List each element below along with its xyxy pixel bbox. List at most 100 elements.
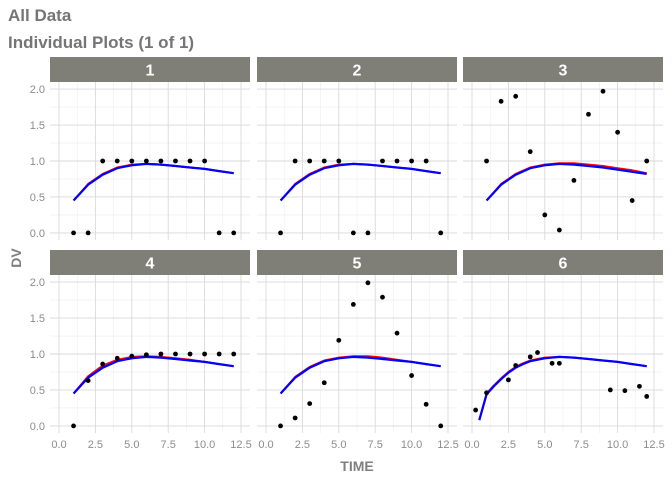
data-point [484,158,489,164]
data-point [114,355,120,361]
x-tick-label: 2.5 [501,439,516,451]
data-point [114,158,120,164]
x-tick-label: 12.5 [437,439,458,451]
data-point [527,149,533,155]
data-point [100,158,106,164]
y-tick-label: 1.0 [30,349,45,361]
data-point [506,377,511,383]
data-point [187,351,193,357]
x-tick-label: 0.0 [464,439,479,451]
x-tick-label: 7.5 [368,439,383,451]
ipred-line [72,355,234,395]
x-tick-label: 10.0 [401,439,422,451]
facet-strip [257,57,457,82]
data-point [143,158,149,164]
facet-strip [463,250,663,275]
data-point [307,158,313,164]
x-tick-label: 12.5 [643,439,664,451]
data-point [615,129,620,135]
data-point [423,401,429,407]
data-point [278,230,283,236]
data-point [202,351,208,357]
data-point [365,230,371,236]
data-point [71,423,76,429]
data-point [231,351,237,357]
data-point [321,158,327,164]
y-tick-label: 1.5 [30,120,45,132]
x-tick-label: 12.5 [230,439,251,451]
y-tick-label: 0.5 [30,192,45,204]
data-point [542,212,548,218]
facet-label: 2 [353,63,362,80]
x-tick-label: 7.5 [574,439,589,451]
x-tick-label: 5.0 [124,439,139,451]
facet-strip [50,57,250,82]
ipred-line [279,355,441,395]
data-point [336,158,342,164]
data-point [622,388,628,394]
data-point [423,158,429,164]
data-point [527,354,533,360]
x-tick-label: 2.5 [88,439,103,451]
x-tick-label: 0.0 [258,439,273,451]
data-point [129,353,135,359]
data-point [350,301,356,307]
page-subtitle: Individual Plots (1 of 1) [8,33,195,52]
data-point [513,93,519,99]
facet-label: 1 [146,63,155,80]
data-point [484,390,489,396]
facet-label: 5 [353,256,362,273]
data-point [216,351,222,357]
data-point [292,158,298,164]
x-axis-title: TIME [340,458,373,474]
facet-strip [463,57,663,82]
y-tick-label: 1.0 [30,156,45,168]
data-point [629,198,635,203]
data-point [278,423,283,429]
y-tick-label: 2.0 [30,84,45,96]
ipred-line [478,355,647,421]
x-tick-label: 2.5 [295,439,310,451]
x-tick-label: 5.0 [331,439,346,451]
ipred-line [485,162,647,202]
data-point [438,230,444,236]
data-point [394,330,400,336]
data-point [100,361,106,367]
facet-label: 4 [146,256,155,273]
facet-label: 3 [559,63,568,80]
data-point [586,111,591,117]
ipred-line [72,162,234,202]
data-point [202,158,208,164]
data-point [600,88,606,94]
data-point [85,378,91,383]
data-point [473,407,479,413]
data-point [350,230,356,236]
data-point [535,350,540,355]
data-point [513,363,519,368]
y-tick-label: 0.0 [30,228,45,240]
data-point [187,158,193,164]
data-point [380,294,385,300]
x-tick-label: 10.0 [194,439,215,451]
data-point [129,158,135,164]
x-tick-label: 0.0 [51,439,66,451]
facet-label: 6 [559,256,568,273]
data-point [307,401,313,407]
facet-strip [50,250,250,275]
y-tick-label: 0.5 [30,385,45,397]
x-tick-label: 7.5 [161,439,176,451]
data-point [292,415,298,421]
data-point [607,387,613,393]
facet-strip [257,250,457,275]
data-point [143,352,149,358]
page-title: All Data [8,6,72,25]
x-tick-label: 10.0 [607,439,628,451]
data-point [549,360,555,366]
data-point [644,158,650,164]
data-point [71,230,76,236]
data-point [158,158,164,164]
ipred-line [279,162,441,202]
y-tick-label: 0.0 [30,421,45,433]
data-point [637,383,642,389]
